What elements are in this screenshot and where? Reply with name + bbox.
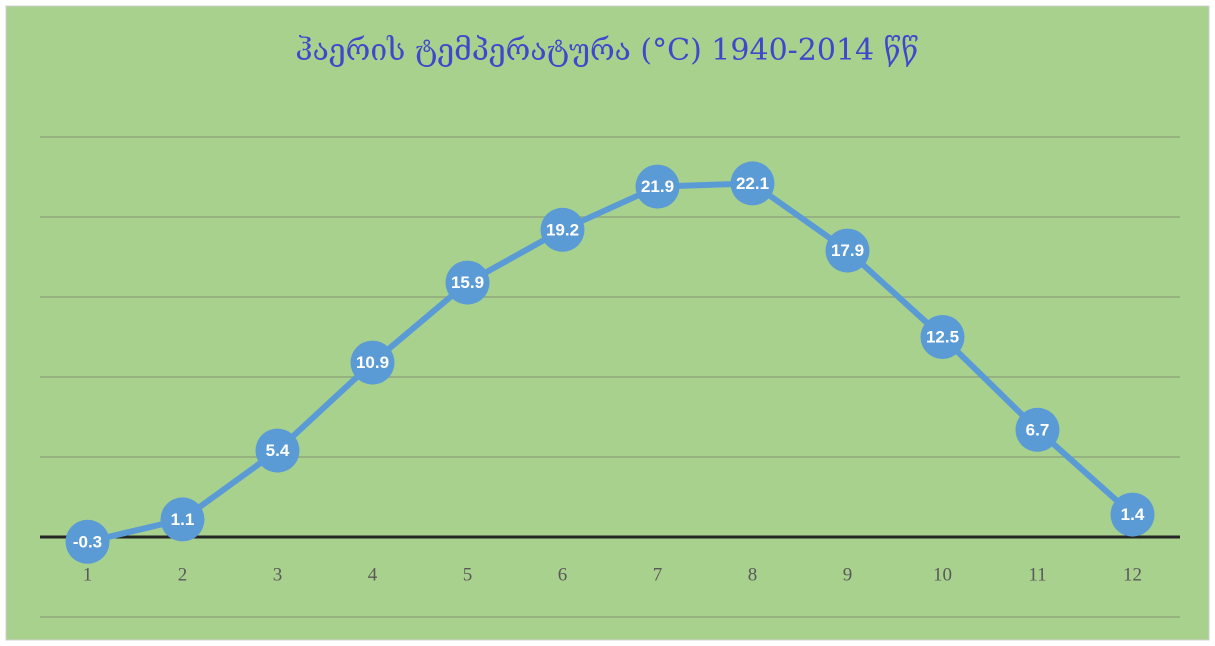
x-tick-label: 9 (843, 564, 853, 585)
data-label: 5.4 (266, 441, 290, 460)
data-point (920, 315, 965, 359)
data-point (540, 207, 585, 252)
x-tick-label: 1 (83, 564, 93, 585)
data-point (445, 260, 490, 305)
x-tick-label: 11 (1028, 564, 1046, 585)
data-label: 21.9 (641, 177, 674, 196)
data-point (1015, 407, 1060, 452)
x-tick-label: 3 (273, 564, 283, 585)
x-tick-label: 4 (368, 564, 378, 585)
data-point (160, 497, 205, 542)
x-tick-label: 12 (1123, 564, 1142, 585)
data-label: 22.1 (736, 174, 769, 193)
x-tick-label: 7 (653, 564, 663, 585)
data-point (350, 340, 395, 385)
data-point (730, 161, 775, 206)
data-label: 10.9 (356, 353, 389, 372)
x-tick-label: 8 (748, 564, 758, 585)
data-label: 19.2 (546, 220, 579, 239)
data-label: 1.4 (1121, 505, 1145, 524)
data-point (65, 519, 110, 564)
data-label: 17.9 (831, 241, 864, 260)
x-tick-label: 5 (463, 564, 473, 585)
x-tick-label: 6 (558, 564, 568, 585)
data-point (1110, 492, 1155, 537)
data-label: 15.9 (451, 273, 484, 292)
data-point (635, 164, 680, 209)
data-label: 1.1 (171, 510, 195, 529)
data-label: -0.3 (73, 532, 102, 551)
data-point (255, 428, 300, 473)
x-tick-label: 2 (178, 564, 188, 585)
x-tick-label: 10 (933, 564, 952, 585)
chart-title: ჰაერის ტემპერატურა (°C) 1940-2014 წწ (295, 33, 918, 68)
data-label: 6.7 (1026, 420, 1050, 439)
data-point (825, 228, 870, 273)
data-label: 12.5 (926, 327, 959, 346)
chart-background (5, 5, 1210, 641)
